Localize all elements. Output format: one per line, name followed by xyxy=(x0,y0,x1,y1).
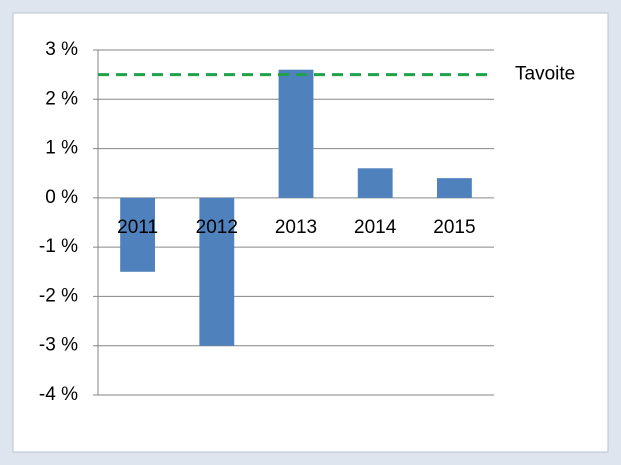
x-tick-label: 2011 xyxy=(117,217,158,238)
bar xyxy=(436,178,472,198)
x-tick-label: 2015 xyxy=(433,217,475,238)
y-tick-label: 0 % xyxy=(45,187,78,208)
y-tick-label: 1 % xyxy=(45,138,78,159)
x-tick-label: 2014 xyxy=(354,217,397,238)
x-tick-label: 2013 xyxy=(275,217,317,238)
bar xyxy=(278,69,314,198)
y-tick-label: -1 % xyxy=(39,236,78,257)
bar xyxy=(199,197,235,346)
target-label: Tavoite xyxy=(515,64,575,85)
y-tick-label: -3 % xyxy=(39,335,78,356)
y-tick-label: 3 % xyxy=(45,39,78,60)
y-tick-label: -4 % xyxy=(39,384,78,405)
x-tick-label: 2012 xyxy=(196,217,238,238)
bar xyxy=(357,168,393,198)
y-tick-label: -2 % xyxy=(39,285,78,306)
bar xyxy=(120,197,156,272)
y-tick-label: 2 % xyxy=(45,88,78,109)
